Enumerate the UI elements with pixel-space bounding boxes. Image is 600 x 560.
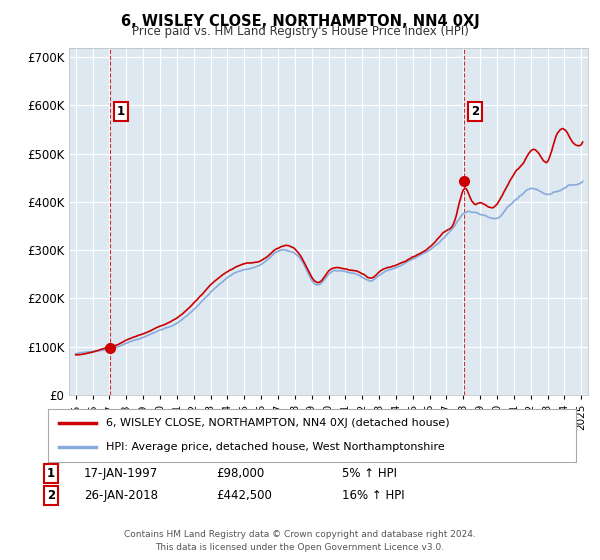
Text: 2: 2 (471, 105, 479, 118)
Text: 5% ↑ HPI: 5% ↑ HPI (342, 466, 397, 480)
Text: Price paid vs. HM Land Registry's House Price Index (HPI): Price paid vs. HM Land Registry's House … (131, 25, 469, 38)
Text: 26-JAN-2018: 26-JAN-2018 (84, 489, 158, 502)
Text: 16% ↑ HPI: 16% ↑ HPI (342, 489, 404, 502)
Text: HPI: Average price, detached house, West Northamptonshire: HPI: Average price, detached house, West… (106, 442, 445, 452)
Text: 17-JAN-1997: 17-JAN-1997 (84, 466, 158, 480)
Text: £442,500: £442,500 (216, 489, 272, 502)
Text: 6, WISLEY CLOSE, NORTHAMPTON, NN4 0XJ: 6, WISLEY CLOSE, NORTHAMPTON, NN4 0XJ (121, 14, 479, 29)
Text: 6, WISLEY CLOSE, NORTHAMPTON, NN4 0XJ (detached house): 6, WISLEY CLOSE, NORTHAMPTON, NN4 0XJ (d… (106, 418, 450, 428)
Text: 1: 1 (117, 105, 125, 118)
Text: 2: 2 (47, 489, 55, 502)
Text: 1: 1 (47, 466, 55, 480)
Text: £98,000: £98,000 (216, 466, 264, 480)
Text: Contains HM Land Registry data © Crown copyright and database right 2024.
This d: Contains HM Land Registry data © Crown c… (124, 530, 476, 552)
